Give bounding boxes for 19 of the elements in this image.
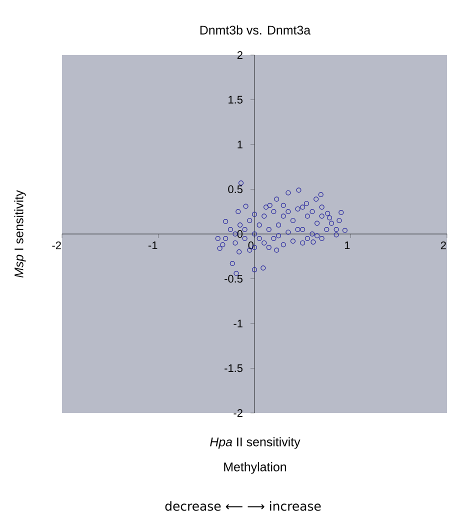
- x-tick-label: 1: [344, 242, 350, 250]
- chart-title: Dnmt3b vs. Dnmt3a: [200, 25, 311, 35]
- y-tick-label: -1.5: [224, 364, 243, 372]
- x-tick-label: 0: [248, 242, 254, 250]
- x-axis-title: Hpa II sensitivity: [210, 437, 300, 449]
- y-tick-label: 0: [237, 230, 243, 238]
- x-tick-label: 2: [440, 242, 446, 250]
- text: Methylation: [224, 462, 286, 474]
- y-tick-label: 1.5: [228, 96, 243, 104]
- y-tick-label: -2: [234, 409, 242, 417]
- y-tick-label: -0.5: [224, 274, 243, 283]
- y-tick-label: 2: [237, 51, 242, 59]
- text: decrease ⟵ ⟶ increase: [165, 501, 321, 511]
- y-tick-label: 0.5: [228, 185, 243, 194]
- y-tick-label: 1: [238, 140, 242, 148]
- x-tick-label: -1: [148, 242, 158, 250]
- x-tick-label: -2: [52, 242, 61, 250]
- y-tick-label: -1: [234, 320, 242, 328]
- y-axis-title: Msp I sensitivity: [14, 190, 26, 278]
